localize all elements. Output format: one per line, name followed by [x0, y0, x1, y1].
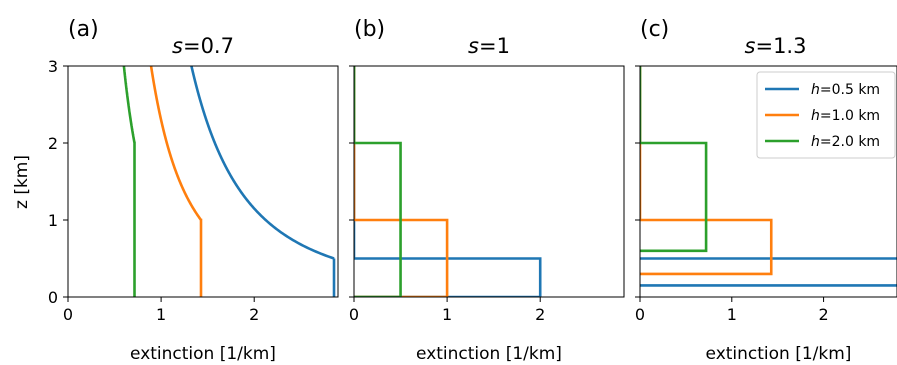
- x-tick-label: 1: [727, 305, 737, 324]
- x-tick-label: 2: [249, 305, 259, 324]
- panel-title: s=1: [468, 34, 510, 58]
- panel-label: (a): [68, 17, 99, 42]
- plot-area: [354, 66, 542, 297]
- series-line-3: [640, 66, 708, 253]
- y-axis-label: z [km]: [12, 155, 32, 209]
- legend-label: h=1.0 km: [811, 108, 880, 124]
- panel-label: (c): [640, 17, 669, 42]
- axes-frame: [67, 65, 339, 298]
- series-line-1: [149, 66, 203, 297]
- series-line-0: [354, 66, 542, 297]
- x-tick-label: 0: [63, 305, 73, 324]
- y-tick-label: 3: [48, 57, 58, 76]
- panel-b: 0 1 2 extinction [1/km] s=1 (b): [349, 17, 625, 364]
- series-line-1: [354, 66, 449, 297]
- y-tick-label: 0: [48, 288, 58, 307]
- panel-title: s=0.7: [172, 34, 234, 58]
- x-tick-label: 1: [442, 305, 452, 324]
- x-axis-label: extinction [1/km]: [706, 344, 852, 364]
- series-line-2: [354, 66, 402, 297]
- series-line-2: [122, 66, 136, 297]
- panels: 0 1 2 0 1 2 3 extinction [1/km] s=0.7 (a) 0 1 2 extin…: [48, 17, 897, 364]
- x-axis-label: extinction [1/km]: [130, 344, 276, 364]
- panel-a: 0 1 2 0 1 2 3 extinction [1/km] s=0.7 (a): [48, 17, 339, 364]
- plot-area: [122, 66, 336, 297]
- series-line-2: [640, 66, 773, 276]
- x-tick-label: 2: [818, 305, 828, 324]
- series-line-0: [190, 66, 336, 297]
- plot-area: [640, 66, 897, 287]
- y-tick-label: 1: [48, 211, 58, 230]
- axes-frame: [639, 65, 897, 298]
- panel-label: (b): [354, 17, 385, 42]
- x-tick-label: 0: [349, 305, 359, 324]
- x-axis-label: extinction [1/km]: [416, 344, 562, 364]
- legend: h=0.5 km h=1.0 km h=2.0 km: [756, 71, 896, 159]
- legend-box: [756, 71, 896, 159]
- axes-frame: [353, 65, 625, 298]
- x-tick-label: 2: [535, 305, 545, 324]
- panel-c: 0 1 2 extinction [1/km] s=1.3 (c): [635, 17, 897, 364]
- legend-label: h=2.0 km: [811, 134, 880, 150]
- legend-label: h=0.5 km: [811, 82, 880, 98]
- y-tick-label: 2: [48, 134, 58, 153]
- panel-title: s=1.3: [745, 34, 807, 58]
- x-tick-label: 1: [156, 305, 166, 324]
- x-tick-label: 0: [635, 305, 645, 324]
